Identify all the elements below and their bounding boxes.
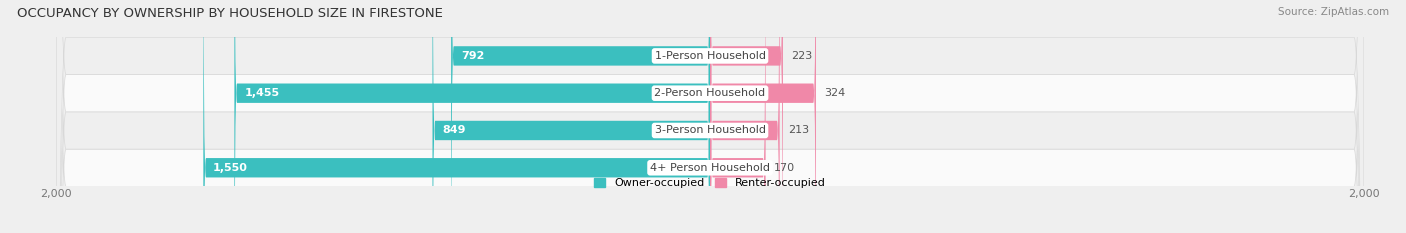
FancyBboxPatch shape — [433, 0, 710, 233]
FancyBboxPatch shape — [710, 0, 766, 233]
FancyBboxPatch shape — [56, 0, 1364, 233]
FancyBboxPatch shape — [56, 0, 1364, 233]
FancyBboxPatch shape — [710, 0, 815, 233]
Text: 4+ Person Household: 4+ Person Household — [650, 163, 770, 173]
FancyBboxPatch shape — [204, 0, 710, 233]
Text: 1,455: 1,455 — [245, 88, 280, 98]
Text: 213: 213 — [787, 126, 808, 135]
FancyBboxPatch shape — [710, 0, 780, 233]
Text: OCCUPANCY BY OWNERSHIP BY HOUSEHOLD SIZE IN FIRESTONE: OCCUPANCY BY OWNERSHIP BY HOUSEHOLD SIZE… — [17, 7, 443, 20]
FancyBboxPatch shape — [710, 0, 783, 233]
FancyBboxPatch shape — [451, 0, 710, 233]
Text: 170: 170 — [773, 163, 794, 173]
Text: 1-Person Household: 1-Person Household — [655, 51, 765, 61]
Text: Source: ZipAtlas.com: Source: ZipAtlas.com — [1278, 7, 1389, 17]
Text: 792: 792 — [461, 51, 484, 61]
Legend: Owner-occupied, Renter-occupied: Owner-occupied, Renter-occupied — [593, 178, 827, 188]
FancyBboxPatch shape — [235, 0, 710, 233]
Text: 1,550: 1,550 — [214, 163, 247, 173]
Text: 223: 223 — [792, 51, 813, 61]
Text: 324: 324 — [824, 88, 845, 98]
FancyBboxPatch shape — [56, 0, 1364, 233]
FancyBboxPatch shape — [56, 0, 1364, 233]
Text: 3-Person Household: 3-Person Household — [655, 126, 765, 135]
Text: 2-Person Household: 2-Person Household — [654, 88, 766, 98]
Text: 849: 849 — [443, 126, 465, 135]
